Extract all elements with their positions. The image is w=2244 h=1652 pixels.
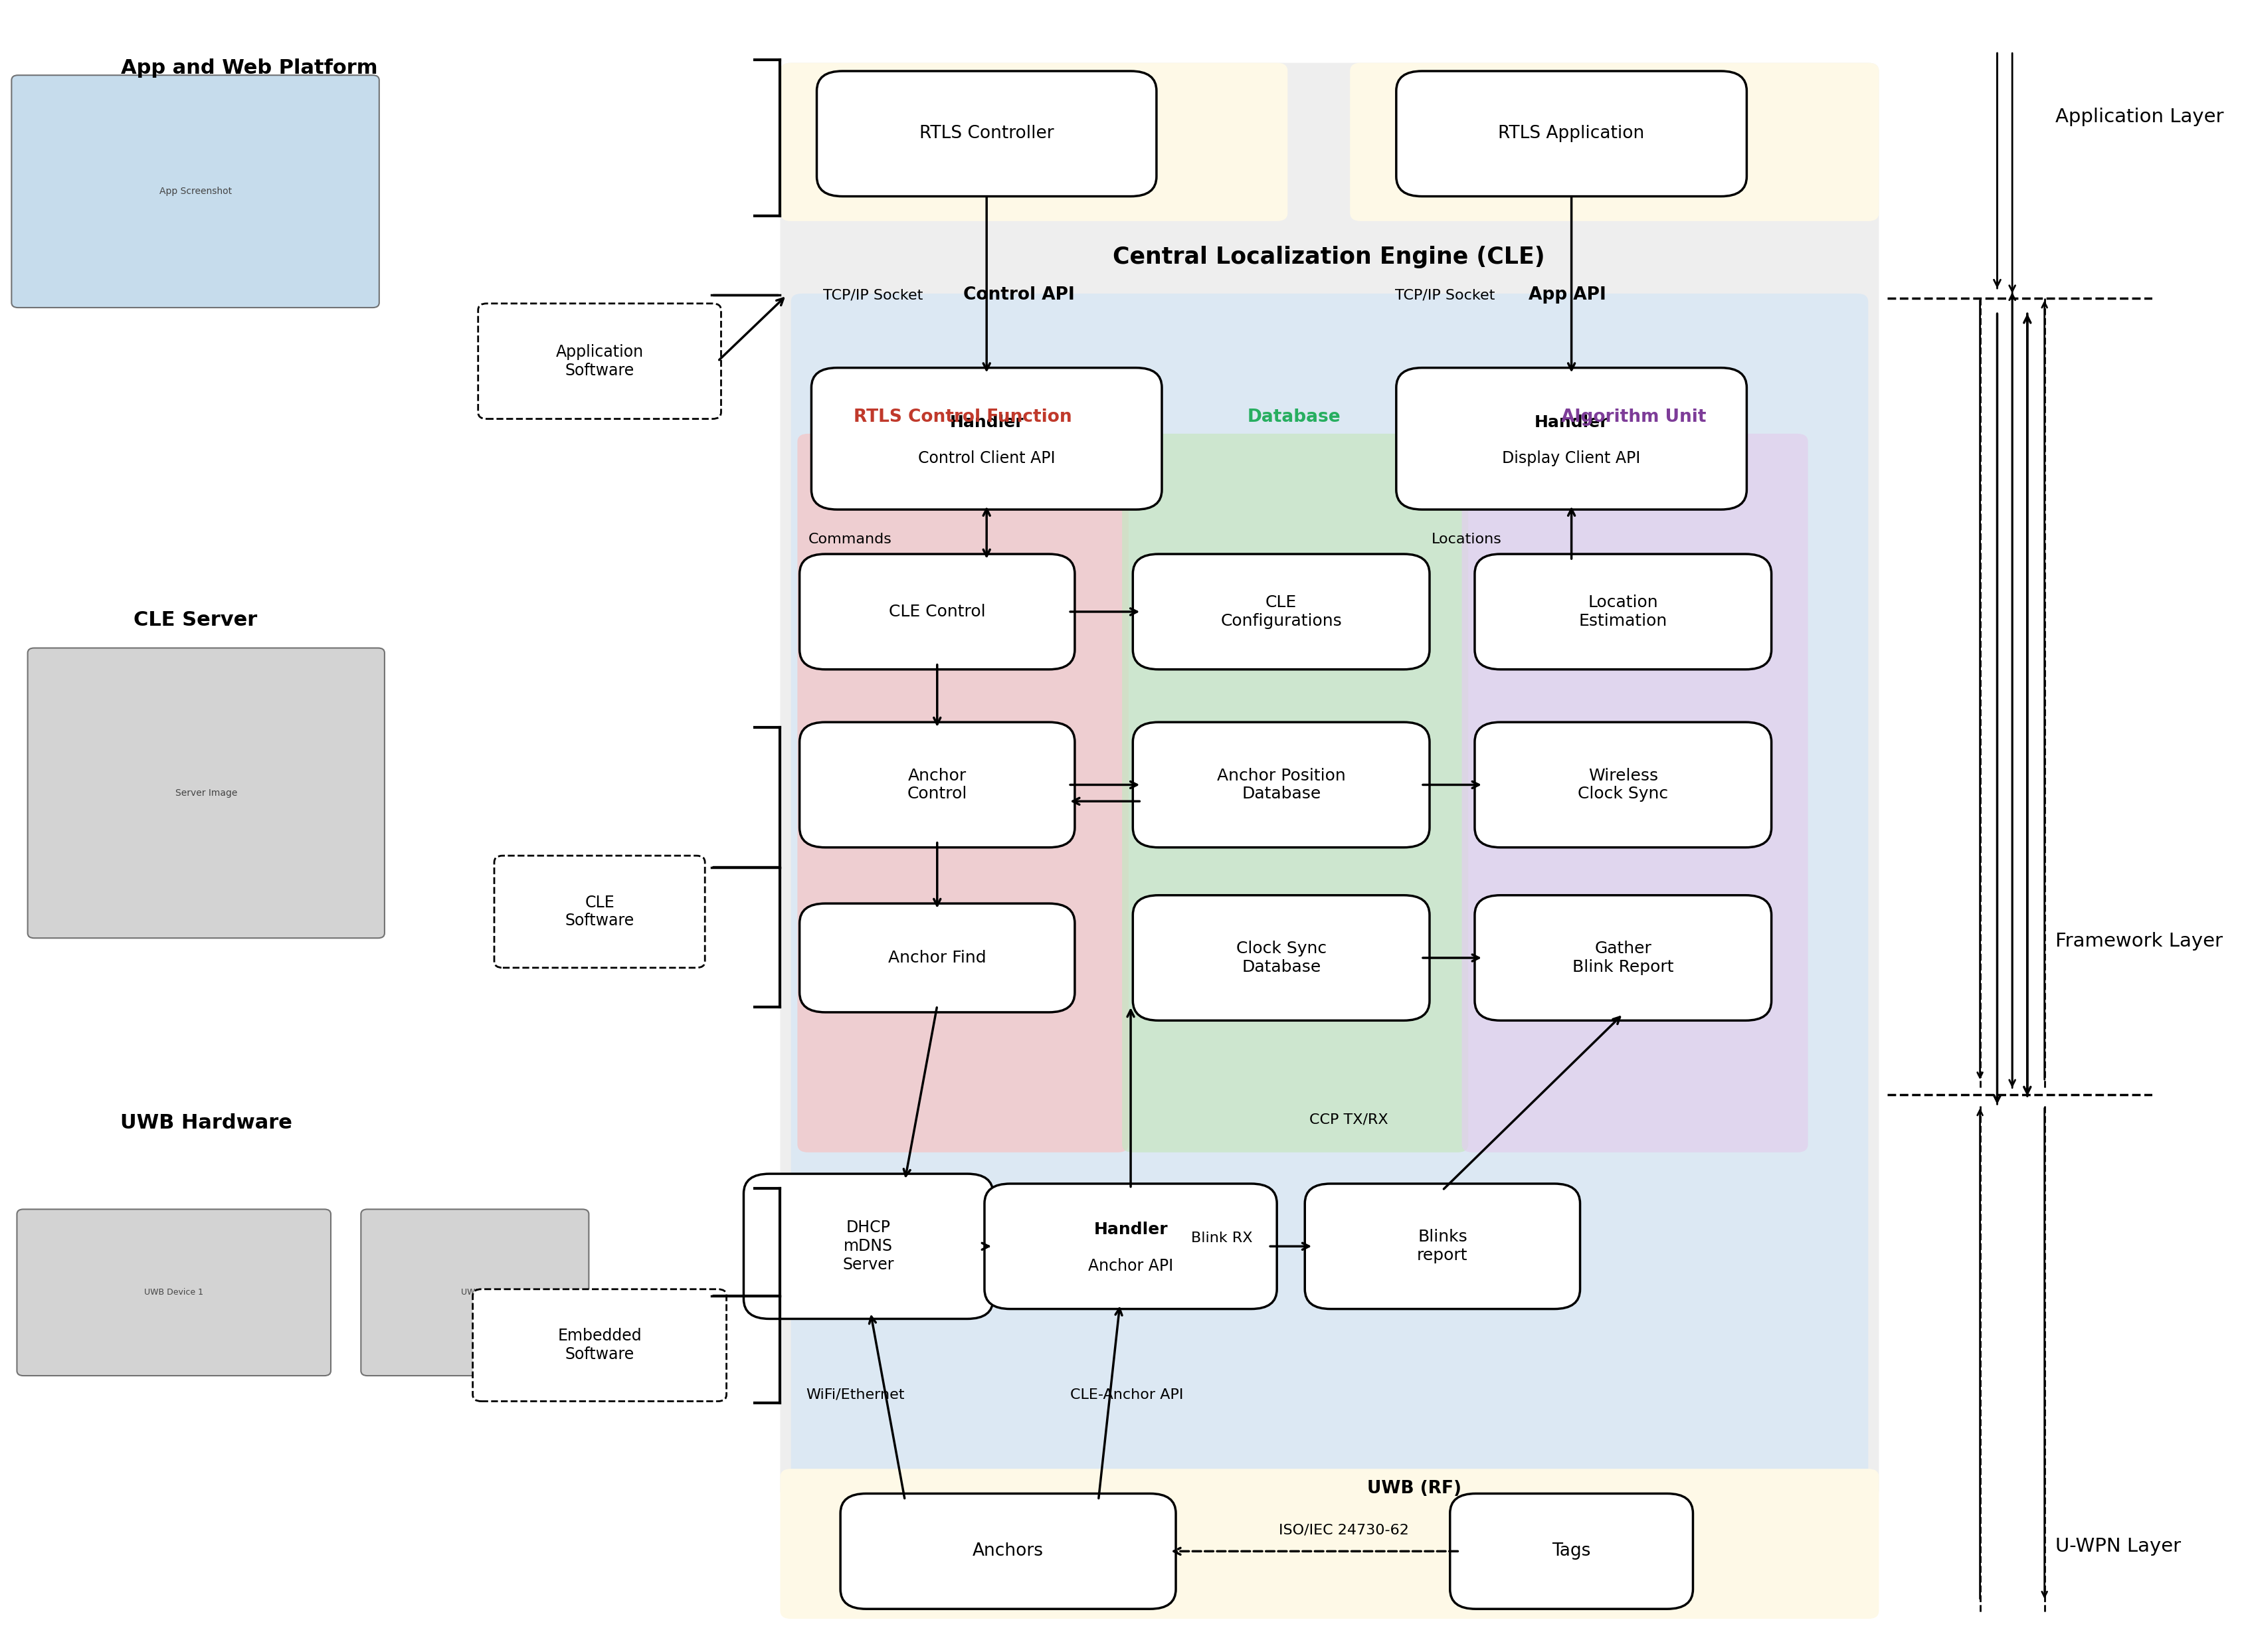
Text: Central Localization Engine (CLE): Central Localization Engine (CLE) <box>1113 246 1544 269</box>
Text: Display Client API: Display Client API <box>1501 451 1640 466</box>
Text: Embedded
Software: Embedded Software <box>557 1328 642 1363</box>
Text: UWB 2: UWB 2 <box>460 1289 489 1297</box>
Text: CLE
Software: CLE Software <box>565 894 635 928</box>
Text: CLE Control: CLE Control <box>889 603 985 620</box>
Text: Handler: Handler <box>949 415 1023 430</box>
FancyBboxPatch shape <box>1351 63 1878 221</box>
FancyBboxPatch shape <box>1474 553 1771 669</box>
Text: CLE
Configurations: CLE Configurations <box>1221 595 1342 629</box>
FancyBboxPatch shape <box>1133 895 1429 1021</box>
Text: Application
Software: Application Software <box>557 344 644 378</box>
FancyBboxPatch shape <box>18 1209 330 1376</box>
FancyBboxPatch shape <box>1474 895 1771 1021</box>
Text: Anchor Position
Database: Anchor Position Database <box>1216 768 1346 801</box>
Text: Handler: Handler <box>1535 415 1609 430</box>
Text: WiFi/Ethernet: WiFi/Ethernet <box>806 1388 904 1401</box>
FancyBboxPatch shape <box>781 63 1288 221</box>
FancyBboxPatch shape <box>1396 71 1746 197</box>
Text: Wireless
Clock Sync: Wireless Clock Sync <box>1578 768 1667 801</box>
Text: Clock Sync
Database: Clock Sync Database <box>1236 940 1326 975</box>
Text: Anchors: Anchors <box>972 1543 1043 1559</box>
Text: Handler: Handler <box>1093 1222 1167 1237</box>
Text: U-WPN Layer: U-WPN Layer <box>2056 1536 2181 1556</box>
FancyBboxPatch shape <box>494 856 705 968</box>
Text: Locations: Locations <box>1432 532 1501 545</box>
Text: Anchor Find: Anchor Find <box>889 950 985 966</box>
FancyBboxPatch shape <box>743 1175 994 1318</box>
FancyBboxPatch shape <box>799 553 1075 669</box>
FancyBboxPatch shape <box>781 1469 1878 1619</box>
Text: Tags: Tags <box>1553 1543 1591 1559</box>
Text: Anchor
Control: Anchor Control <box>907 768 967 801</box>
Text: Control API: Control API <box>963 286 1075 304</box>
Text: App API: App API <box>1528 286 1607 304</box>
Text: Algorithm Unit: Algorithm Unit <box>1562 408 1705 426</box>
Text: Database: Database <box>1248 408 1342 426</box>
Text: App Screenshot: App Screenshot <box>159 187 231 197</box>
FancyBboxPatch shape <box>1474 722 1771 847</box>
Text: Control Client API: Control Client API <box>918 451 1055 466</box>
Text: UWB (RF): UWB (RF) <box>1367 1480 1461 1497</box>
Text: CLE-Anchor API: CLE-Anchor API <box>1070 1388 1183 1401</box>
Text: RTLS Control Function: RTLS Control Function <box>853 408 1073 426</box>
Text: DHCP
mDNS
Server: DHCP mDNS Server <box>842 1219 893 1272</box>
Text: Location
Estimation: Location Estimation <box>1580 595 1667 629</box>
Text: App and Web Platform: App and Web Platform <box>121 58 377 78</box>
FancyBboxPatch shape <box>790 294 1869 1490</box>
FancyBboxPatch shape <box>1122 434 1468 1153</box>
FancyBboxPatch shape <box>1133 553 1429 669</box>
Text: Application Layer: Application Layer <box>2056 107 2224 127</box>
Text: UWB Device 1: UWB Device 1 <box>144 1289 204 1297</box>
FancyBboxPatch shape <box>817 71 1156 197</box>
FancyBboxPatch shape <box>361 1209 588 1376</box>
FancyBboxPatch shape <box>1133 722 1429 847</box>
FancyBboxPatch shape <box>842 1493 1176 1609</box>
FancyBboxPatch shape <box>797 434 1129 1153</box>
Text: Gather
Blink Report: Gather Blink Report <box>1573 940 1674 975</box>
FancyBboxPatch shape <box>478 304 720 420</box>
Text: TCP/IP Socket: TCP/IP Socket <box>824 289 922 302</box>
FancyBboxPatch shape <box>1396 368 1746 509</box>
Text: TCP/IP Socket: TCP/IP Socket <box>1396 289 1495 302</box>
FancyBboxPatch shape <box>781 63 1878 1498</box>
Text: RTLS Controller: RTLS Controller <box>920 126 1055 142</box>
Text: Anchor API: Anchor API <box>1088 1259 1174 1274</box>
FancyBboxPatch shape <box>27 648 384 938</box>
Text: CLE Server: CLE Server <box>132 610 258 629</box>
Text: Framework Layer: Framework Layer <box>2056 932 2222 950</box>
FancyBboxPatch shape <box>799 904 1075 1013</box>
FancyBboxPatch shape <box>1450 1493 1692 1609</box>
Text: ISO/IEC 24730-62: ISO/IEC 24730-62 <box>1279 1523 1409 1536</box>
FancyBboxPatch shape <box>11 76 379 307</box>
FancyBboxPatch shape <box>473 1289 727 1401</box>
FancyBboxPatch shape <box>1461 434 1809 1153</box>
Text: CCP TX/RX: CCP TX/RX <box>1308 1113 1389 1127</box>
FancyBboxPatch shape <box>1304 1184 1580 1308</box>
Text: Server Image: Server Image <box>175 788 238 798</box>
FancyBboxPatch shape <box>799 722 1075 847</box>
Text: Blink RX: Blink RX <box>1192 1231 1252 1244</box>
Text: RTLS Application: RTLS Application <box>1499 126 1645 142</box>
Text: Commands: Commands <box>808 532 891 545</box>
FancyBboxPatch shape <box>812 368 1162 509</box>
FancyBboxPatch shape <box>985 1184 1277 1308</box>
Text: Blinks
report: Blinks report <box>1416 1229 1468 1264</box>
Text: UWB Hardware: UWB Hardware <box>121 1113 292 1132</box>
